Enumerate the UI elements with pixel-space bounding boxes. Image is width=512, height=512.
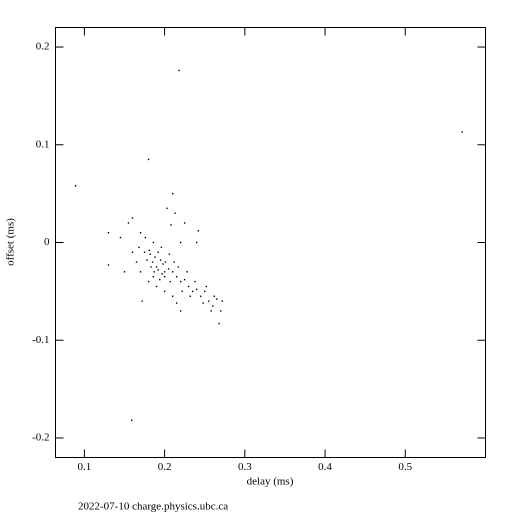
point xyxy=(107,264,110,266)
point xyxy=(164,261,167,263)
x-tick-label: 0.2 xyxy=(158,461,172,473)
point xyxy=(179,241,182,244)
point xyxy=(148,249,151,252)
point xyxy=(139,271,142,273)
point xyxy=(171,192,174,195)
point xyxy=(149,253,151,255)
x-axis-label: delay (ms) xyxy=(247,476,294,488)
point xyxy=(123,271,126,273)
point xyxy=(169,280,171,283)
point xyxy=(197,230,199,232)
y-tick-label: 0 xyxy=(44,236,50,248)
point xyxy=(195,288,198,291)
point xyxy=(161,273,163,275)
y-tick-label: 0.1 xyxy=(36,138,50,150)
point xyxy=(181,290,183,293)
point xyxy=(107,232,110,234)
x-tick-label: 0.1 xyxy=(78,461,92,473)
point xyxy=(183,278,186,281)
point xyxy=(163,290,166,293)
footer: 2022-07-10 charge.physics.ubc.ca xyxy=(78,501,228,512)
point xyxy=(171,271,174,273)
point xyxy=(143,251,146,253)
point xyxy=(159,259,162,261)
point xyxy=(202,302,204,304)
point xyxy=(166,207,168,209)
point xyxy=(157,251,159,253)
point xyxy=(210,310,212,312)
point xyxy=(171,295,174,297)
point xyxy=(135,261,138,263)
point xyxy=(146,259,148,261)
point xyxy=(162,263,164,265)
point xyxy=(173,261,175,263)
point xyxy=(119,236,122,239)
point xyxy=(138,246,140,249)
point xyxy=(212,305,214,307)
point xyxy=(200,295,202,297)
point xyxy=(168,253,171,255)
y-tick-label: -0.1 xyxy=(32,334,49,346)
point xyxy=(221,300,224,302)
point xyxy=(220,310,222,312)
point xyxy=(152,241,155,244)
point xyxy=(179,310,182,312)
point xyxy=(141,300,143,302)
point xyxy=(155,285,158,288)
x-tick-label: 0.4 xyxy=(318,461,332,473)
point xyxy=(74,185,77,187)
point xyxy=(157,269,159,271)
point xyxy=(127,222,130,224)
point xyxy=(160,246,163,249)
point xyxy=(204,290,206,293)
point xyxy=(191,290,194,293)
point xyxy=(139,232,142,234)
point xyxy=(177,266,179,268)
point xyxy=(187,285,190,288)
point xyxy=(155,266,158,268)
point xyxy=(175,302,178,304)
point xyxy=(178,69,180,72)
point xyxy=(144,236,147,239)
x-tick-label: 0.3 xyxy=(238,461,252,473)
point xyxy=(183,222,186,224)
point xyxy=(147,158,150,161)
point xyxy=(175,276,178,278)
point xyxy=(159,278,161,281)
y-tick-label: 0.2 xyxy=(36,41,50,53)
point xyxy=(131,217,134,219)
point xyxy=(163,271,166,273)
y-tick-label: -0.2 xyxy=(32,431,49,443)
point xyxy=(153,271,155,273)
point xyxy=(213,295,216,297)
point xyxy=(167,268,170,270)
point xyxy=(151,261,154,263)
point xyxy=(208,300,210,302)
point xyxy=(218,322,220,325)
point xyxy=(186,271,188,273)
point xyxy=(152,276,155,278)
point xyxy=(131,251,134,253)
point xyxy=(163,276,166,278)
point xyxy=(174,212,176,214)
x-tick-label: 0.5 xyxy=(398,461,412,473)
point xyxy=(154,256,156,258)
point xyxy=(205,285,208,288)
point xyxy=(194,280,196,283)
point xyxy=(179,280,182,283)
point xyxy=(150,266,152,268)
point xyxy=(131,419,133,422)
point xyxy=(195,241,198,244)
plot-frame xyxy=(55,27,486,458)
point xyxy=(147,280,150,283)
y-axis-label: offset (ms) xyxy=(5,218,17,266)
point xyxy=(461,131,463,133)
point xyxy=(216,298,218,300)
point xyxy=(170,224,172,226)
point xyxy=(189,295,191,297)
